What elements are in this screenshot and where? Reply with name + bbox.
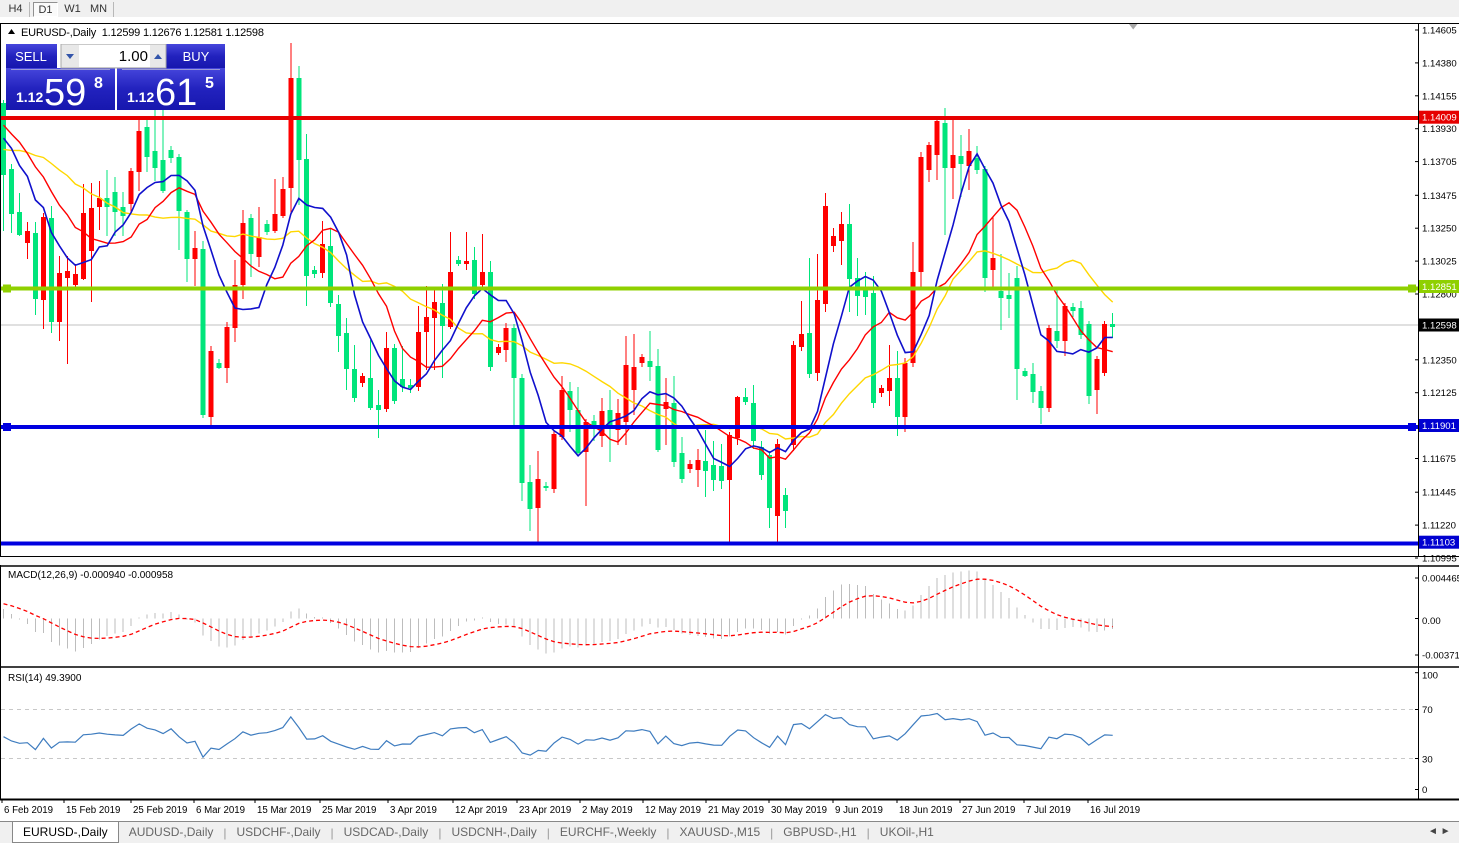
svg-text:1.13250: 1.13250 — [1422, 224, 1457, 235]
svg-text:1.10995: 1.10995 — [1422, 554, 1457, 565]
svg-text:30 May 2019: 30 May 2019 — [771, 805, 827, 816]
svg-text:1.12851: 1.12851 — [1422, 282, 1457, 293]
svg-text:1.11445: 1.11445 — [1422, 488, 1456, 499]
svg-text:2 May 2019: 2 May 2019 — [582, 805, 633, 816]
svg-text:15 Mar 2019: 15 Mar 2019 — [257, 805, 311, 816]
svg-text:0: 0 — [1422, 785, 1427, 796]
svg-text:27 Jun 2019: 27 Jun 2019 — [962, 805, 1015, 816]
svg-text:59: 59 — [44, 72, 86, 110]
svg-text:1.12: 1.12 — [127, 89, 154, 105]
svg-text:1.14009: 1.14009 — [1422, 113, 1457, 124]
svg-text:1.11901: 1.11901 — [1422, 421, 1456, 432]
svg-text:-0.003715: -0.003715 — [1422, 651, 1459, 662]
svg-text:1.12: 1.12 — [16, 89, 43, 105]
svg-text:1.14380: 1.14380 — [1422, 58, 1457, 69]
svg-text:1.00: 1.00 — [119, 48, 148, 65]
svg-text:BUY: BUY — [183, 49, 210, 64]
svg-text:0.00: 0.00 — [1422, 616, 1441, 627]
svg-text:EURUSD-,Daily 1.12599 1.12676: EURUSD-,Daily 1.12599 1.12676 1.12581 1.… — [21, 27, 264, 39]
svg-text:1.14155: 1.14155 — [1422, 91, 1457, 102]
svg-text:8: 8 — [94, 75, 103, 92]
svg-text:1.11220: 1.11220 — [1422, 521, 1456, 532]
svg-text:3 Apr 2019: 3 Apr 2019 — [390, 805, 437, 816]
svg-text:1.13025: 1.13025 — [1422, 257, 1457, 268]
svg-text:9 Jun 2019: 9 Jun 2019 — [835, 805, 883, 816]
svg-text:23 Apr 2019: 23 Apr 2019 — [519, 805, 571, 816]
svg-text:25 Mar 2019: 25 Mar 2019 — [322, 805, 376, 816]
svg-text:1.13930: 1.13930 — [1422, 124, 1457, 135]
svg-text:1.11103: 1.11103 — [1422, 538, 1455, 549]
svg-text:1.11675: 1.11675 — [1422, 454, 1456, 465]
svg-text:61: 61 — [155, 72, 197, 110]
svg-text:100: 100 — [1422, 671, 1438, 682]
svg-text:1.12125: 1.12125 — [1422, 388, 1457, 399]
svg-text:16 Jul 2019: 16 Jul 2019 — [1090, 805, 1140, 816]
svg-text:21 May 2019: 21 May 2019 — [708, 805, 764, 816]
svg-text:25 Feb 2019: 25 Feb 2019 — [133, 805, 187, 816]
svg-text:1.13475: 1.13475 — [1422, 191, 1457, 202]
svg-text:18 Jun 2019: 18 Jun 2019 — [899, 805, 952, 816]
svg-text:12 May 2019: 12 May 2019 — [645, 805, 701, 816]
svg-text:1.14605: 1.14605 — [1422, 26, 1457, 37]
svg-text:1.12800: 1.12800 — [1422, 290, 1457, 301]
svg-text:6 Mar 2019: 6 Mar 2019 — [196, 805, 245, 816]
svg-text:15 Feb 2019: 15 Feb 2019 — [66, 805, 120, 816]
svg-text:1.12350: 1.12350 — [1422, 355, 1457, 366]
svg-text:1.12598: 1.12598 — [1422, 321, 1457, 332]
svg-text:0.004465: 0.004465 — [1422, 574, 1459, 585]
svg-text:MACD(12,26,9) -0.000940 -0.000: MACD(12,26,9) -0.000940 -0.000958 — [8, 570, 174, 581]
svg-text:SELL: SELL — [15, 49, 47, 64]
svg-text:30: 30 — [1422, 755, 1433, 766]
svg-text:RSI(14) 49.3900: RSI(14) 49.3900 — [8, 673, 82, 684]
svg-text:12 Apr 2019: 12 Apr 2019 — [455, 805, 507, 816]
svg-text:1.13705: 1.13705 — [1422, 157, 1457, 168]
svg-text:70: 70 — [1422, 705, 1433, 716]
svg-text:7 Jul 2019: 7 Jul 2019 — [1026, 805, 1071, 816]
svg-text:6 Feb 2019: 6 Feb 2019 — [4, 805, 53, 816]
svg-text:5: 5 — [205, 75, 214, 92]
